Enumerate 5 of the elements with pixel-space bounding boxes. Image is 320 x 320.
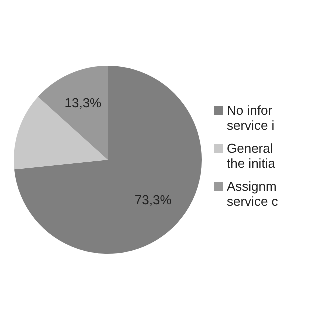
- data-label: 13,3%: [64, 96, 102, 111]
- legend-label: No infor service i: [227, 103, 276, 133]
- data-label: 73,3%: [134, 192, 172, 208]
- legend-label: Assignm service c: [227, 179, 280, 209]
- legend-label: General the initia: [227, 141, 276, 171]
